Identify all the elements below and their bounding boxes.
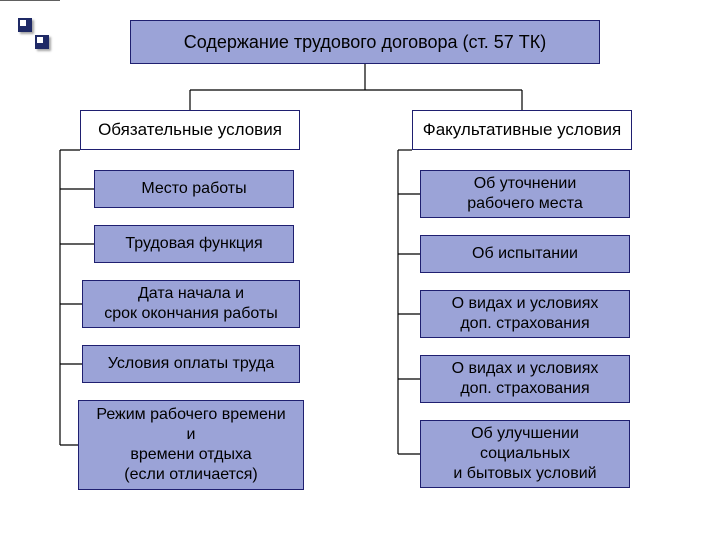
left-item-text: Место работы: [141, 179, 246, 199]
right-item-box: О видах и условиях доп. страхования: [420, 355, 630, 403]
right-item-text: Об испытании: [472, 244, 578, 264]
right-item-box: Об уточнении рабочего места: [420, 170, 630, 218]
left-item-text: Условия оплаты труда: [108, 354, 275, 374]
left-item-text: Трудовая функция: [125, 234, 262, 254]
slide: Содержание трудового договора (ст. 57 ТК…: [0, 0, 720, 540]
left-item-text: Дата начала и срок окончания работы: [104, 284, 278, 324]
left-item-box: Трудовая функция: [94, 225, 294, 263]
left-item-box: Режим рабочего времени и времени отдыха …: [78, 400, 304, 490]
left-category-text: Обязательные условия: [98, 119, 282, 140]
right-item-text: О видах и условиях доп. страхования: [452, 294, 599, 334]
right-category-box: Факультативные условия: [412, 110, 632, 150]
left-item-box: Дата начала и срок окончания работы: [82, 280, 300, 328]
right-item-box: Об улучшении социальных и бытовых услови…: [420, 420, 630, 488]
left-category-box: Обязательные условия: [80, 110, 300, 150]
left-item-box: Условия оплаты труда: [82, 345, 300, 383]
right-item-text: О видах и условиях доп. страхования: [452, 359, 599, 399]
right-item-text: Об уточнении рабочего места: [467, 174, 583, 214]
left-item-text: Режим рабочего времени и времени отдыха …: [96, 405, 285, 485]
right-category-text: Факультативные условия: [423, 119, 621, 140]
right-item-text: Об улучшении социальных и бытовых услови…: [453, 424, 596, 484]
title-box: Содержание трудового договора (ст. 57 ТК…: [130, 20, 600, 64]
deco-bullet-2: [35, 35, 49, 49]
title-text: Содержание трудового договора (ст. 57 ТК…: [184, 31, 547, 54]
right-item-box: Об испытании: [420, 235, 630, 273]
right-item-box: О видах и условиях доп. страхования: [420, 290, 630, 338]
left-item-box: Место работы: [94, 170, 294, 208]
deco-bullet-1: [18, 18, 32, 32]
